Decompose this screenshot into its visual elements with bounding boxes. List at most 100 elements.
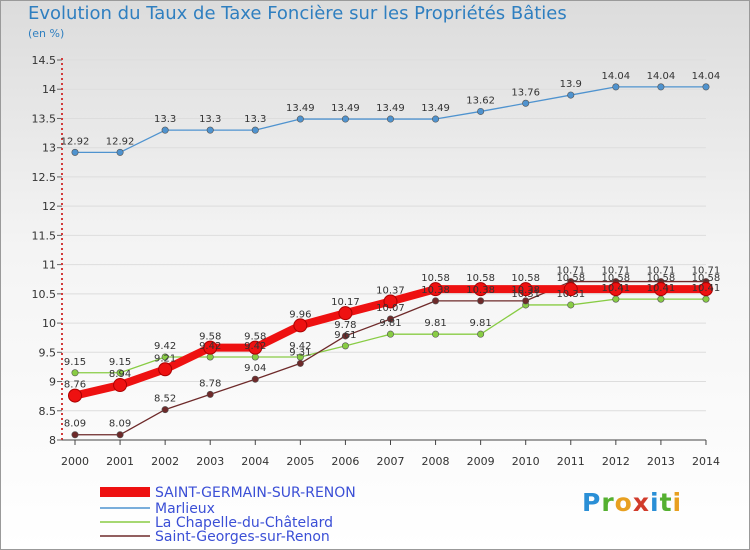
proxiti-logo: Proxiti — [582, 488, 682, 517]
data-label: 8.09 — [64, 419, 86, 430]
data-point — [251, 353, 259, 361]
data-label: 14.04 — [647, 71, 676, 82]
x-tick-label: 2003 — [196, 455, 224, 468]
x-tick-label: 2014 — [692, 455, 720, 468]
data-point — [338, 306, 353, 321]
data-point — [702, 295, 710, 303]
y-tick-label: 9.5 — [39, 346, 57, 359]
data-label: 14.04 — [692, 71, 721, 82]
y-tick-label: 14 — [42, 83, 56, 96]
x-tick-label: 2008 — [422, 455, 450, 468]
data-point — [473, 282, 488, 297]
data-point — [296, 115, 304, 123]
data-point — [341, 342, 349, 350]
data-point — [161, 353, 169, 361]
data-label: 8.78 — [199, 378, 221, 389]
data-label: 10.71 — [692, 266, 721, 277]
data-label: 8.76 — [64, 380, 86, 391]
data-point — [251, 126, 259, 134]
data-label: 9.81 — [379, 318, 401, 329]
y-tick-label: 8 — [49, 434, 56, 447]
data-point — [477, 297, 485, 305]
data-label: 9.42 — [244, 341, 266, 352]
data-label: 9.96 — [289, 309, 311, 320]
data-point — [248, 340, 263, 355]
y-tick-label: 9 — [49, 376, 56, 389]
data-label: 13.9 — [560, 79, 582, 90]
logo-letter: i — [672, 488, 683, 517]
data-point — [71, 369, 79, 377]
data-point — [567, 91, 575, 99]
data-point — [116, 369, 124, 377]
data-label: 10.58 — [692, 273, 721, 284]
x-tick-label: 2002 — [151, 455, 179, 468]
data-point — [116, 431, 124, 439]
x-tick-label: 2010 — [512, 455, 540, 468]
legend-label: Saint-Georges-sur-Renon — [155, 529, 330, 545]
logo-letter: x — [632, 488, 650, 517]
data-label: 9.61 — [334, 330, 356, 341]
data-label: 9.58 — [244, 332, 266, 343]
data-label: 8.09 — [109, 419, 131, 430]
data-label: 10.41 — [602, 283, 631, 294]
data-point — [71, 431, 79, 439]
logo-letter: r — [601, 488, 615, 517]
x-tick-label: 2011 — [557, 455, 585, 468]
data-point — [608, 282, 623, 297]
data-point — [477, 330, 485, 338]
data-label: 8.94 — [109, 369, 131, 380]
data-point — [432, 115, 440, 123]
y-tick-label: 10.5 — [32, 288, 57, 301]
data-label: 13.62 — [466, 95, 495, 106]
data-label: 10.37 — [376, 285, 405, 296]
data-label: 9.15 — [64, 357, 86, 368]
data-label: 10.71 — [556, 266, 585, 277]
data-point — [206, 126, 214, 134]
data-point — [428, 282, 443, 297]
data-point — [386, 315, 394, 323]
data-point — [158, 362, 173, 377]
y-tick-label: 11.5 — [32, 229, 57, 242]
data-point — [206, 390, 214, 398]
data-label: 10.17 — [331, 297, 360, 308]
y-tick-label: 11 — [42, 259, 56, 272]
data-label: 10.58 — [511, 273, 540, 284]
logo-letter: i — [650, 488, 660, 517]
data-label: 8.52 — [154, 394, 176, 405]
x-tick-label: 2004 — [241, 455, 269, 468]
data-label: 10.71 — [602, 266, 631, 277]
data-label: 12.92 — [106, 136, 135, 147]
data-label: 13.3 — [154, 114, 176, 125]
data-label: 10.31 — [556, 289, 585, 300]
data-point — [293, 318, 308, 333]
data-point — [161, 126, 169, 134]
data-point — [296, 359, 304, 367]
data-label: 10.58 — [421, 273, 450, 284]
data-point — [71, 148, 79, 156]
data-point — [203, 340, 218, 355]
data-point — [161, 406, 169, 414]
y-tick-label: 14.5 — [32, 54, 57, 67]
x-tick-label: 2012 — [602, 455, 630, 468]
data-label: 9.78 — [334, 320, 356, 331]
data-label: 10.71 — [647, 266, 676, 277]
chart-title: Evolution du Taux de Taxe Foncière sur l… — [28, 3, 567, 24]
data-label: 9.21 — [154, 353, 176, 364]
data-label: 14.04 — [602, 71, 631, 82]
data-label: 9.31 — [289, 347, 311, 358]
data-label: 10.58 — [556, 273, 585, 284]
x-tick-label: 2007 — [376, 455, 404, 468]
data-label: 10.58 — [647, 273, 676, 284]
data-label: 10.38 — [466, 285, 495, 296]
y-tick-label: 12.5 — [32, 171, 57, 184]
x-tick-label: 2009 — [467, 455, 495, 468]
legend-label: SAINT-GERMAIN-SUR-RENON — [155, 485, 356, 501]
data-point — [612, 83, 620, 91]
data-label: 13.76 — [511, 87, 540, 98]
data-label: 10.07 — [376, 303, 405, 314]
data-point — [251, 375, 259, 383]
data-point — [341, 332, 349, 340]
data-point — [113, 378, 128, 393]
data-point — [206, 353, 214, 361]
